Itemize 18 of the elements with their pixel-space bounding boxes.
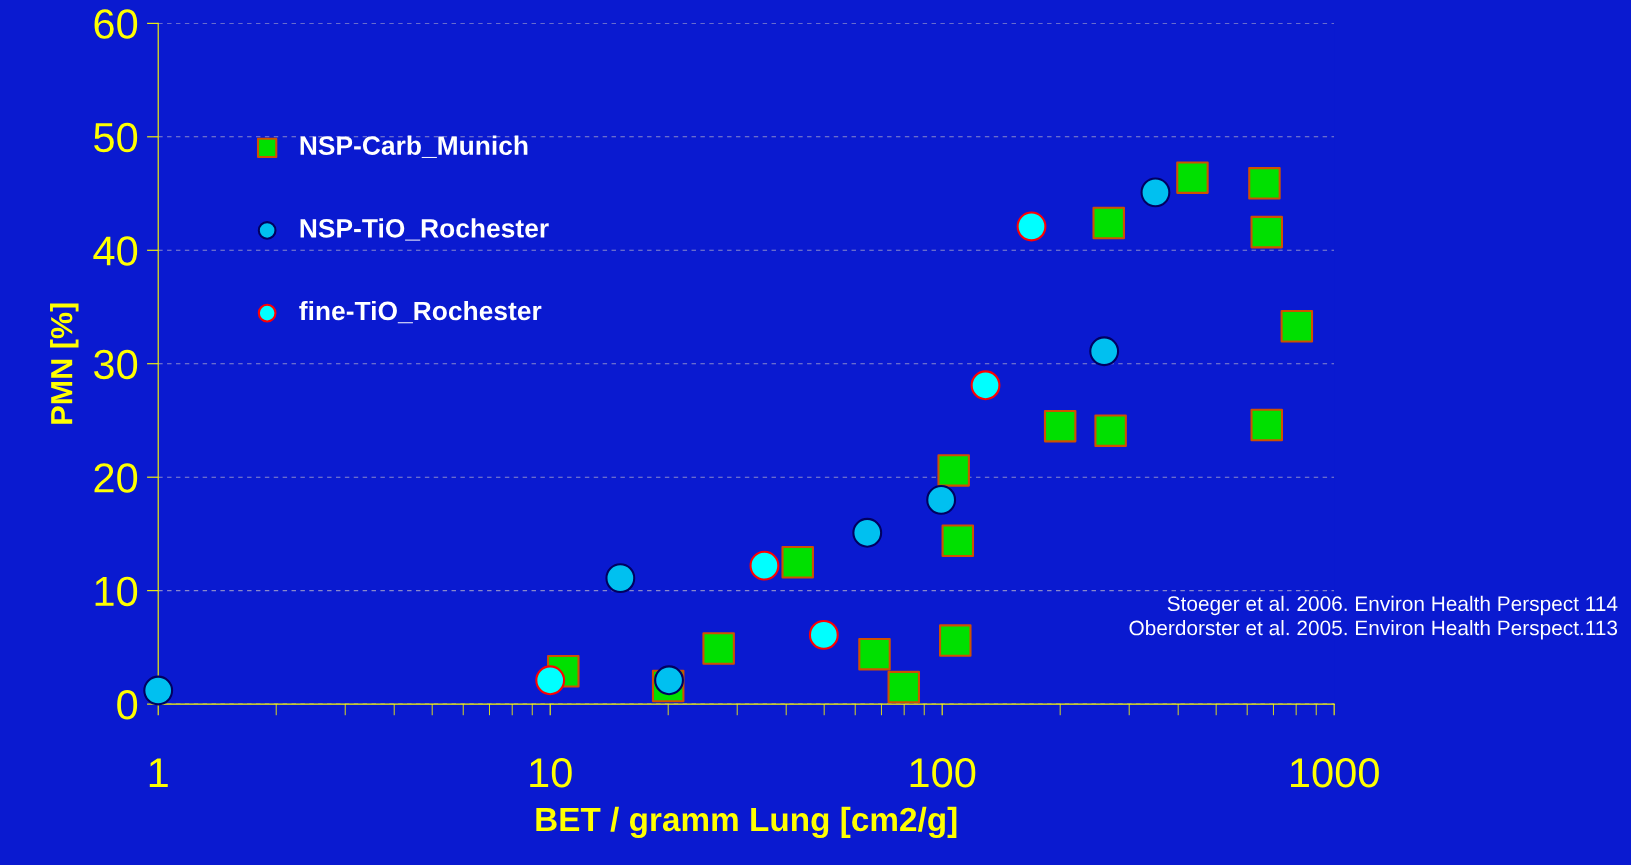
- annotation: Stoeger et al. 2006. Environ Health Perspect 114: [1167, 595, 1618, 616]
- legend-label: NSP-TiO_Rochester: [300, 218, 549, 241]
- y-tick-label: 40: [93, 236, 138, 266]
- x-tick-label: 10: [530, 757, 572, 788]
- x-tick-label: 1: [149, 758, 168, 788]
- y-tick-label: 30: [94, 349, 138, 380]
- y-tick-label: 0: [117, 690, 138, 720]
- y-tick-label: 50: [94, 122, 138, 153]
- x-axis-title: BET / gramm Lung [cm2/g]: [536, 806, 957, 839]
- x-tick-label: 1000: [1290, 757, 1379, 788]
- legend-label: NSP-Carb_Munich: [300, 135, 528, 158]
- y-tick-label: 60: [94, 9, 138, 39]
- y-axis-title: PMN [%]: [50, 303, 79, 424]
- annotation: Oberdorster et al. 2005. Environ Health Perspect.113: [1129, 620, 1618, 640]
- x-tick-label: 100: [910, 757, 976, 788]
- legend-label: fine-TiO_Rochester: [299, 300, 542, 324]
- y-tick-label: 10: [95, 576, 138, 607]
- y-tick-label: 20: [94, 463, 138, 493]
